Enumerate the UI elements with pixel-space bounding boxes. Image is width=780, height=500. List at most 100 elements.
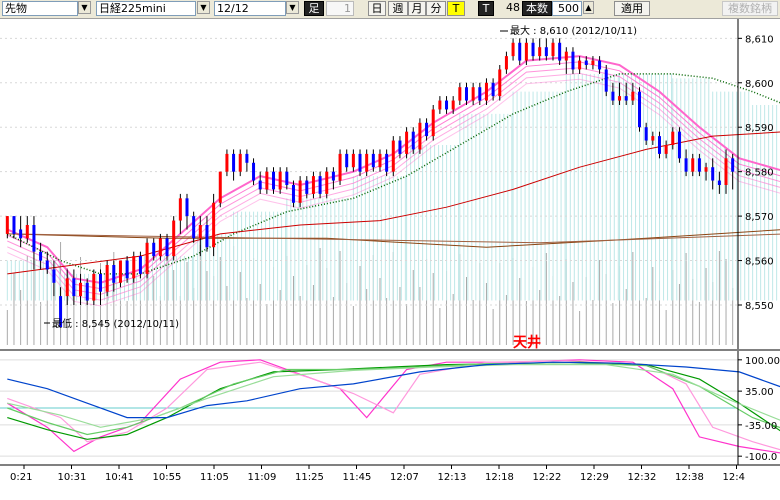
time-tick-label: 12:18 [485,472,514,483]
month-dropdown-arrow-icon[interactable]: ▼ [286,1,299,14]
candle-body [677,131,681,159]
candle-body [704,167,708,172]
apply-count-input[interactable]: 500 [552,1,582,16]
candle-body [145,242,149,274]
minute-button[interactable]: 分 [426,1,446,16]
candle-body [331,171,335,181]
symbol-dropdown-arrow-icon[interactable]: ▼ [197,1,210,14]
market-dropdown-arrow-icon[interactable]: ▼ [78,1,91,14]
time-tick-label: 11:25 [295,472,324,483]
multi-symbol-button[interactable]: 複数銘柄 [722,1,778,16]
candle-body [112,265,116,283]
oscillator-tick-label: 35.00 [745,387,774,398]
candle-body [451,100,455,110]
tick-button[interactable]: T [447,1,465,16]
time-tick-label: 12:07 [390,472,419,483]
candle-body [411,131,415,150]
candle-body [252,162,256,181]
candle-body [651,136,655,141]
ma-line-ma_flat [7,233,780,244]
symbol-select[interactable]: 日経225mini [96,1,196,16]
candle-body [578,60,582,70]
month-button[interactable]: 月 [408,1,426,16]
candle-body [285,171,289,185]
candle-body [132,256,136,279]
bar-count-value: 48 [506,1,520,14]
time-tick-label: 11:05 [200,472,229,483]
time-tick-label: 12:32 [628,472,657,483]
candle-body [265,171,269,190]
candle-body [425,122,429,137]
candle-body [345,153,349,168]
price-tick-label: 8,550 [745,301,774,312]
candle-body [212,202,216,248]
price-tick-label: 8,580 [745,168,774,179]
candle-body [544,47,548,57]
candle-body [92,273,96,301]
oscillator-tick-label: -35.00 [745,421,777,432]
candle-body [5,216,9,234]
candle-body [378,153,382,168]
candle-body [225,153,229,172]
foot-button[interactable]: 足 [304,1,324,16]
oscillator-line-blue [7,361,780,419]
candle-body [464,87,468,101]
candle-body [45,260,49,270]
oscillator-reference-lines [0,359,738,457]
candle-body [198,225,202,239]
candle-body [471,87,475,101]
oscillator-chart: 100.00 35.00 -35.00 -100.0 天井 [0,334,780,465]
low-annotation: 最低 : 8,545 (2012/10/11) [52,317,179,330]
candle-body [291,185,295,203]
candle-body [365,153,369,172]
high-annotation: 最大 : 8,610 (2012/10/11) [510,24,637,37]
candle-body [172,220,176,257]
chart-area: 8,610 8,600 8,590 8,580 8,570 8,560 8,550 最大 :… [0,19,780,483]
candle-body [311,176,315,194]
time-tick-label: 10:31 [58,472,87,483]
candle-body [325,171,329,194]
candle-body [79,282,83,297]
candle-body [571,51,575,70]
candle-body [105,265,109,292]
oscillator-lines [6,359,780,454]
candle-body [32,225,36,252]
time-tick-label: 12:38 [675,472,704,483]
oscillator-line-green_a [7,361,780,440]
candle-body [391,140,395,172]
price-tick-label: 8,590 [745,123,774,134]
candle-body [25,225,29,239]
candle-body [125,260,129,279]
candle-body [358,153,362,172]
candle-body [418,122,422,150]
candle-body [205,225,209,248]
candle-body [631,91,635,101]
volume-button[interactable]: 本数 [522,1,552,16]
month-select[interactable]: 12/12 [214,1,286,16]
oscillator-tick-label: -100.0 [745,452,777,463]
candle-body [238,153,242,172]
price-grid [0,37,738,306]
time-tick-label: 12:4 [723,472,745,483]
market-select[interactable]: 先物 [2,1,78,16]
candle-body [118,260,122,283]
time-tick-label: 11:09 [248,472,277,483]
apply-button[interactable]: 適用 [614,1,650,16]
count-spin-icon[interactable]: ▲ [583,1,594,14]
t-button[interactable]: T [478,1,494,16]
price-tick-label: 8,570 [745,212,774,223]
candle-body [697,158,701,172]
interval-input[interactable]: 1 [326,1,354,16]
candle-body [598,60,602,70]
oscillator-axis: 100.00 35.00 -35.00 -100.0 [737,351,780,465]
candle-body [152,242,156,257]
candle-body [298,180,302,203]
time-tick-label: 11:45 [343,472,372,483]
candle-body [531,42,535,57]
candle-body [591,60,595,65]
candle-body [511,42,515,57]
week-button[interactable]: 週 [388,1,408,16]
candle-body [98,273,102,292]
candle-body [371,153,375,168]
day-button[interactable]: 日 [368,1,386,16]
